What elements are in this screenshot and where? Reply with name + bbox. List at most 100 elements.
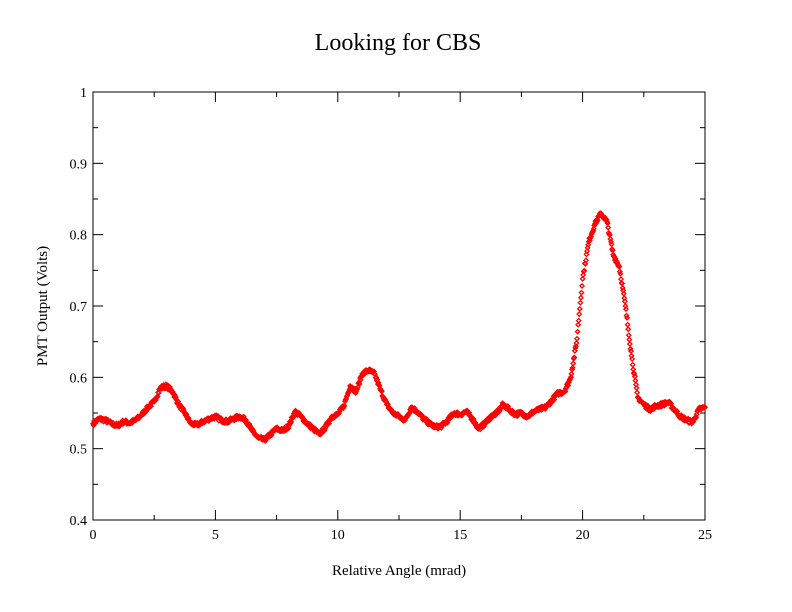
- y-axis-label: PMT Output (Volts): [35, 246, 51, 366]
- data-point-fill: [406, 409, 413, 416]
- data-point-fill: [217, 415, 224, 422]
- data-point-fill: [623, 312, 630, 319]
- data-point-fill: [321, 425, 329, 432]
- data-point-fill: [626, 336, 633, 343]
- data-point-fill: [580, 271, 587, 279]
- data-point-fill: [585, 241, 592, 248]
- x-tick-label: 5: [212, 528, 219, 543]
- data-point-fill: [625, 332, 632, 339]
- data-point-fill: [607, 235, 614, 243]
- data-point-fill: [288, 418, 295, 425]
- data-point-fill: [551, 396, 558, 403]
- data-point-fill: [570, 360, 577, 367]
- data-point-fill: [567, 374, 574, 381]
- data-point-fill: [632, 377, 639, 384]
- data-point-fill: [571, 347, 578, 354]
- data-point-fill: [620, 290, 627, 297]
- data-point-fill: [627, 345, 634, 352]
- data-point-fill: [631, 373, 638, 380]
- y-tick-label: 0.7: [70, 300, 88, 315]
- data-point-fill: [581, 267, 588, 274]
- data-point-fill: [615, 262, 622, 269]
- x-tick-label: 10: [331, 528, 345, 543]
- data-point-fill: [339, 403, 346, 410]
- data-point-fill: [605, 224, 612, 231]
- data-point-fill: [621, 298, 628, 305]
- data-point-fill: [285, 425, 292, 432]
- data-point-fill: [568, 370, 575, 377]
- data-point-fill: [625, 326, 632, 333]
- x-tick-label: 15: [453, 528, 467, 543]
- data-point-fill: [180, 407, 187, 414]
- data-point-fill: [572, 343, 579, 350]
- data-point-fill: [438, 424, 445, 431]
- data-point-fill: [154, 393, 161, 400]
- data-point-fill: [578, 289, 585, 296]
- data-point-fill: [266, 433, 273, 440]
- data-point: [610, 251, 617, 258]
- data-point-fill: [582, 257, 589, 264]
- data-point-fill: [627, 348, 635, 355]
- data-point-fill: [608, 241, 615, 248]
- data-point-fill: [629, 355, 636, 362]
- data-point-fill: [626, 341, 633, 348]
- data-point-fill: [357, 376, 364, 383]
- data-point-fill: [701, 403, 708, 410]
- x-tick-label: 20: [576, 528, 590, 543]
- y-tick-label: 0.4: [70, 514, 88, 529]
- data-point-fill: [619, 284, 626, 291]
- data-points: [89, 210, 709, 444]
- data-point-fill: [175, 398, 182, 405]
- data-point-fill: [629, 361, 636, 368]
- data-point-fill: [584, 244, 591, 251]
- data-point-fill: [505, 403, 512, 410]
- data-point-fill: [378, 388, 385, 395]
- data-point-fill: [583, 251, 590, 258]
- x-tick-label: 25: [698, 528, 712, 543]
- data-point-fill: [622, 306, 630, 313]
- y-tick-label: 0.5: [70, 443, 88, 458]
- y-tick-label: 0.9: [70, 157, 88, 172]
- data-point-fill: [633, 384, 640, 391]
- data-point-fill: [576, 305, 583, 312]
- data-point-fill: [575, 321, 582, 328]
- y-tick-label: 0.8: [70, 229, 88, 244]
- data-point-fill: [444, 419, 451, 426]
- data-point-fill: [619, 280, 626, 287]
- y-tick-label: 0.6: [70, 371, 88, 386]
- data-point-fill: [575, 317, 582, 324]
- data-point-fill: [634, 389, 641, 396]
- x-tick-label: 0: [90, 528, 97, 543]
- data-point-fill: [594, 217, 601, 224]
- data-point-fill: [577, 299, 584, 306]
- axis-tick-labels: 0 5 10 15 20 25 0.4 0.5 0.6 0.7 0.8 0.9 1: [70, 86, 713, 543]
- data-point-fill: [481, 423, 488, 430]
- data-point-fill: [624, 314, 631, 321]
- data-point-fill: [356, 380, 363, 387]
- x-axis-label: Relative Angle (mrad): [332, 563, 466, 579]
- chart-title: Looking for CBS: [315, 30, 482, 56]
- data-point-fill: [477, 426, 484, 433]
- data-point-fill: [574, 335, 581, 342]
- data-point-fill: [582, 260, 589, 267]
- data-point-fill: [617, 270, 624, 277]
- data-point-fill: [607, 238, 614, 245]
- data-point-fill: [631, 370, 638, 377]
- data-point-fill: [352, 390, 359, 397]
- data-point-fill: [268, 432, 275, 439]
- data-point-fill: [341, 402, 348, 409]
- data-point-fill: [185, 415, 192, 422]
- data-point-fill: [172, 394, 179, 401]
- plot-frame: [92, 91, 706, 521]
- data-point-fill: [584, 248, 591, 255]
- data-point: [579, 275, 586, 282]
- data-point-fill: [571, 354, 578, 361]
- data-point-fill: [147, 403, 154, 410]
- y-tick-label: 1: [80, 86, 87, 101]
- data-point-fill: [574, 328, 581, 335]
- axis-ticks: [92, 91, 706, 521]
- data-point-fill: [577, 294, 584, 301]
- data-point-fill: [616, 268, 623, 275]
- data-point-fill: [579, 282, 586, 289]
